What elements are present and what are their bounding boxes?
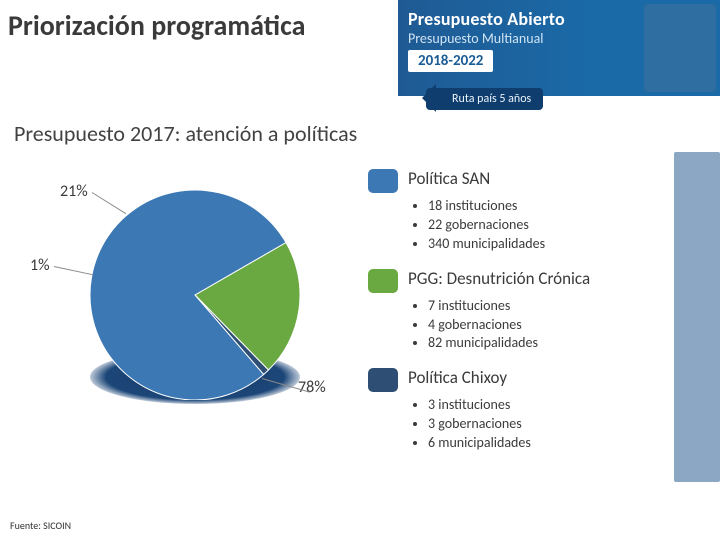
legend-bullet: 340 municipalidades	[428, 235, 704, 254]
legend-bullets: 7 instituciones4 gobernaciones82 municip…	[412, 297, 704, 354]
legend-title: Política Chixoy	[408, 367, 507, 388]
legend-bullet: 7 instituciones	[428, 297, 704, 316]
legend-bullets: 18 instituciones22 gobernaciones340 muni…	[412, 197, 704, 254]
legend-row: Política Chixoy	[368, 367, 704, 392]
legend-row: Política SAN	[368, 168, 704, 193]
legend-row: PGG: Desnutrición Crónica	[368, 268, 704, 293]
pie-chart-area: 21% 1% 78%	[30, 170, 360, 450]
source-label: Fuente: SICOIN	[6, 517, 75, 534]
leader-line-1	[54, 266, 93, 275]
legend-bullet: 22 gobernaciones	[428, 216, 704, 235]
banner-line1: Presupuesto Abierto	[408, 8, 565, 30]
legend-bullet: 6 municipalidades	[428, 434, 704, 453]
legend-bullets: 3 instituciones3 gobernaciones6 municipa…	[412, 396, 704, 453]
legend-title: Política SAN	[408, 168, 490, 189]
legend-bullet: 18 instituciones	[428, 197, 704, 216]
banner-years: 2018-2022	[408, 50, 493, 72]
banner-ruta-wrap: Ruta país 5 años	[426, 88, 543, 110]
callout-78: 78%	[298, 378, 326, 397]
pie-svg	[90, 190, 300, 400]
legend-swatch	[368, 368, 398, 392]
banner-photo-placeholder	[644, 4, 716, 92]
legend-swatch	[368, 169, 398, 193]
legend-bullet: 3 instituciones	[428, 396, 704, 415]
banner-line2: Presupuesto Multianual	[408, 30, 544, 47]
legend-bullet: 82 municipalidades	[428, 334, 704, 353]
callout-21: 21%	[60, 182, 88, 201]
subtitle: Presupuesto 2017: atención a políticas	[14, 120, 357, 147]
banner-ruta: Ruta país 5 años	[426, 88, 543, 110]
callout-1: 1%	[30, 256, 50, 275]
right-photo-placeholder	[674, 152, 720, 482]
legend-title: PGG: Desnutrición Crónica	[408, 268, 590, 289]
legend-bullet: 4 gobernaciones	[428, 316, 704, 335]
pie-chart	[90, 190, 300, 400]
legend-bullet: 3 gobernaciones	[428, 415, 704, 434]
page-title: Priorización programática	[8, 8, 305, 43]
banner: Presupuesto Abierto Presupuesto Multianu…	[398, 0, 720, 96]
legend: Política SAN 18 instituciones22 gobernaci…	[368, 168, 704, 467]
legend-swatch	[368, 269, 398, 293]
